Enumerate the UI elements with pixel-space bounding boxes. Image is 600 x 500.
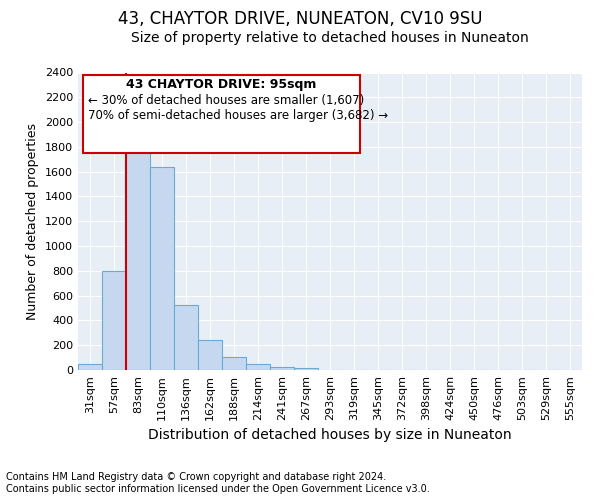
Bar — [150, 166, 174, 370]
Bar — [270, 367, 294, 370]
Text: ← 30% of detached houses are smaller (1,607): ← 30% of detached houses are smaller (1,… — [88, 94, 364, 108]
Text: 43, CHAYTOR DRIVE, NUNEATON, CV10 9SU: 43, CHAYTOR DRIVE, NUNEATON, CV10 9SU — [118, 10, 482, 28]
Bar — [198, 340, 222, 370]
Bar — [174, 305, 198, 370]
Title: Size of property relative to detached houses in Nuneaton: Size of property relative to detached ho… — [131, 31, 529, 45]
X-axis label: Distribution of detached houses by size in Nuneaton: Distribution of detached houses by size … — [148, 428, 512, 442]
Text: Contains public sector information licensed under the Open Government Licence v3: Contains public sector information licen… — [6, 484, 430, 494]
Text: 43 CHAYTOR DRIVE: 95sqm: 43 CHAYTOR DRIVE: 95sqm — [127, 78, 317, 91]
Bar — [294, 368, 318, 370]
Bar — [222, 357, 246, 370]
Bar — [246, 364, 270, 370]
Bar — [102, 271, 126, 370]
Bar — [126, 138, 150, 370]
Text: Contains HM Land Registry data © Crown copyright and database right 2024.: Contains HM Land Registry data © Crown c… — [6, 472, 386, 482]
Text: 70% of semi-detached houses are larger (3,682) →: 70% of semi-detached houses are larger (… — [88, 110, 388, 122]
Bar — [78, 364, 102, 370]
Y-axis label: Number of detached properties: Number of detached properties — [26, 122, 40, 320]
